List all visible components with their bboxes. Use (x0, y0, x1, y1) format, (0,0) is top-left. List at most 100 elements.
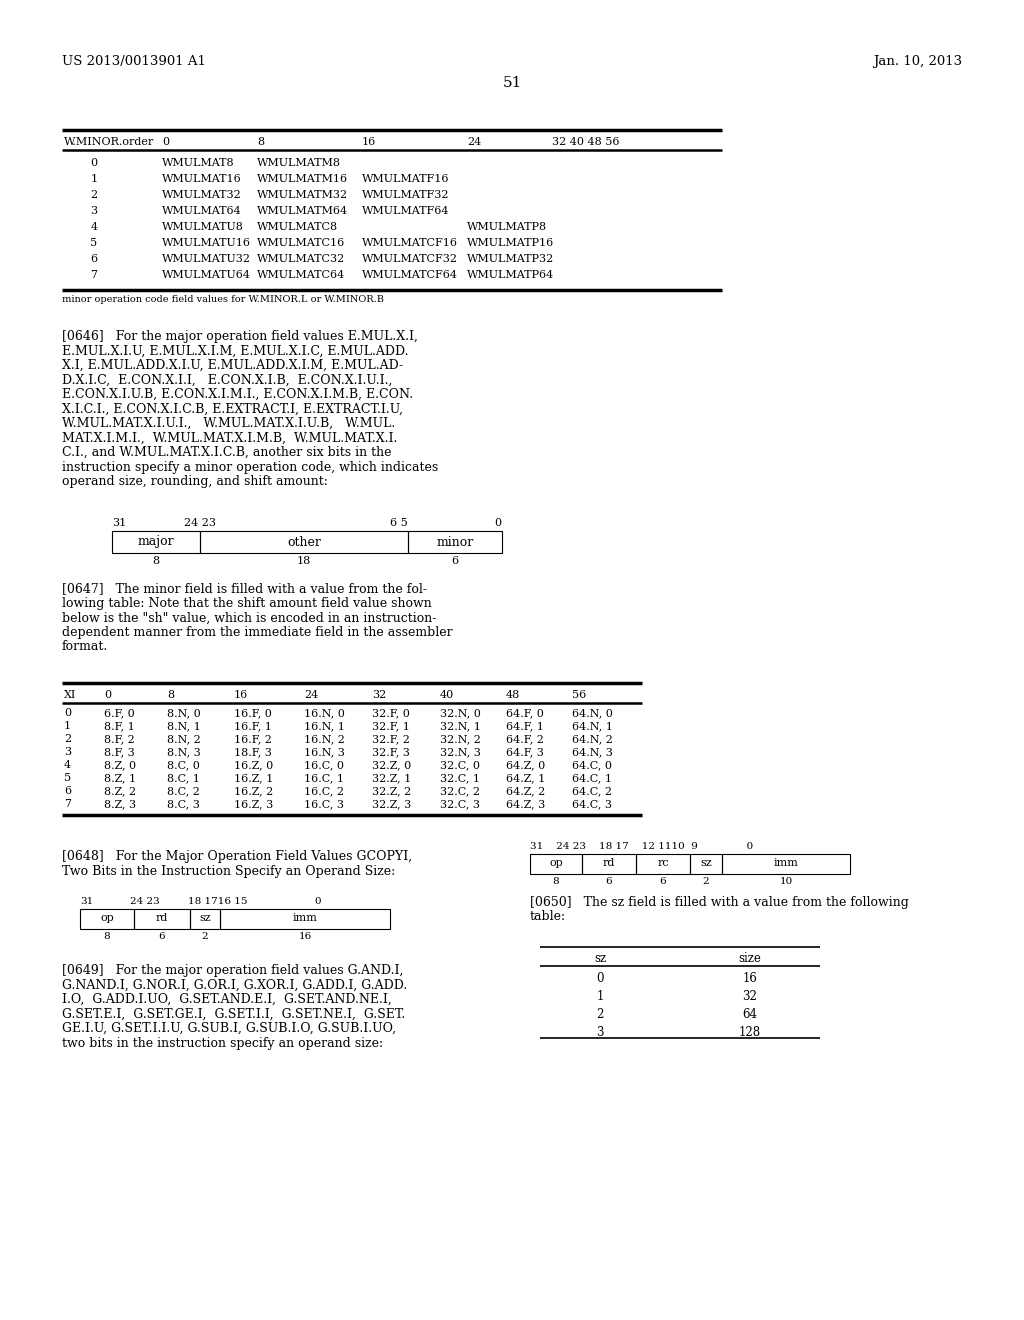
Text: 32.Z, 0: 32.Z, 0 (372, 760, 412, 770)
Text: WMULMATP8: WMULMATP8 (467, 222, 547, 232)
Text: 32.F, 0: 32.F, 0 (372, 708, 410, 718)
Text: X.I, E.MUL.ADD.X.I.U, E.MUL.ADD.X.I.M, E.MUL.AD-: X.I, E.MUL.ADD.X.I.U, E.MUL.ADD.X.I.M, E… (62, 359, 403, 372)
Text: G.NAND.I, G.NOR.I, G.OR.I, G.XOR.I, G.ADD.I, G.ADD.: G.NAND.I, G.NOR.I, G.OR.I, G.XOR.I, G.AD… (62, 978, 408, 991)
Text: 0: 0 (596, 972, 604, 985)
Bar (190, 909, 220, 929)
Text: 16.C, 2: 16.C, 2 (304, 785, 344, 796)
Text: WMULMATM16: WMULMATM16 (257, 174, 348, 183)
Text: 8.F, 1: 8.F, 1 (104, 721, 135, 731)
Text: 8: 8 (153, 556, 160, 565)
Text: 16.N, 0: 16.N, 0 (304, 708, 345, 718)
Text: D.X.I.C,  E.CON.X.I.I,   E.CON.X.I.B,  E.CON.X.I.U.I.,: D.X.I.C, E.CON.X.I.I, E.CON.X.I.B, E.CON… (62, 374, 392, 387)
Text: C.I., and W.MUL.MAT.X.I.C.B, another six bits in the: C.I., and W.MUL.MAT.X.I.C.B, another six… (62, 446, 391, 459)
Text: 8.Z, 2: 8.Z, 2 (104, 785, 136, 796)
Text: WMULMATF32: WMULMATF32 (362, 190, 450, 201)
Bar (636, 854, 690, 874)
Text: 4: 4 (63, 760, 71, 770)
Text: 2: 2 (596, 1008, 604, 1020)
Text: 16.N, 3: 16.N, 3 (304, 747, 345, 756)
Text: 8.C, 1: 8.C, 1 (167, 774, 200, 783)
Text: 16.N, 1: 16.N, 1 (304, 721, 345, 731)
Text: WMULMATM32: WMULMATM32 (257, 190, 348, 201)
Bar (200, 531, 408, 553)
Text: WMULMATF16: WMULMATF16 (362, 174, 450, 183)
Text: 32.C, 3: 32.C, 3 (440, 799, 480, 809)
Text: [0648]   For the Major Operation Field Values GCOPYI,: [0648] For the Major Operation Field Val… (62, 850, 412, 863)
Text: 2: 2 (90, 190, 97, 201)
Text: 16.F, 0: 16.F, 0 (234, 708, 272, 718)
Text: 2: 2 (702, 876, 710, 886)
Text: WMULMAT64: WMULMAT64 (162, 206, 242, 216)
Text: 16: 16 (234, 690, 248, 700)
Text: 16: 16 (298, 932, 311, 941)
Text: operand size, rounding, and shift amount:: operand size, rounding, and shift amount… (62, 475, 328, 488)
Text: MAT.X.I.M.I.,  W.MUL.MAT.X.I.M.B,  W.MUL.MAT.X.I.: MAT.X.I.M.I., W.MUL.MAT.X.I.M.B, W.MUL.M… (62, 432, 397, 445)
Text: 16.Z, 2: 16.Z, 2 (234, 785, 273, 796)
Text: 16.Z, 1: 16.Z, 1 (234, 774, 273, 783)
Text: 8.N, 0: 8.N, 0 (167, 708, 201, 718)
Text: 6.F, 0: 6.F, 0 (104, 708, 135, 718)
Text: 128: 128 (739, 1026, 761, 1039)
Text: 8.C, 3: 8.C, 3 (167, 799, 200, 809)
Text: 7: 7 (63, 799, 71, 809)
Bar (690, 854, 722, 874)
Text: 18.F, 3: 18.F, 3 (234, 747, 272, 756)
Text: WMULMAT16: WMULMAT16 (162, 174, 242, 183)
Text: 64.N, 3: 64.N, 3 (572, 747, 613, 756)
Text: US 2013/0013901 A1: US 2013/0013901 A1 (62, 55, 206, 69)
Text: minor operation code field values for W.MINOR.L or W.MINOR.B: minor operation code field values for W.… (62, 294, 384, 304)
Text: X.I.C.I., E.CON.X.I.C.B, E.EXTRACT.I, E.EXTRACT.I.U,: X.I.C.I., E.CON.X.I.C.B, E.EXTRACT.I, E.… (62, 403, 403, 416)
Text: 64.C, 0: 64.C, 0 (572, 760, 612, 770)
Text: 64.N, 0: 64.N, 0 (572, 708, 613, 718)
Text: GE.I.U, G.SET.I.I.U, G.SUB.I, G.SUB.I.O, G.SUB.I.UO,: GE.I.U, G.SET.I.I.U, G.SUB.I, G.SUB.I.O,… (62, 1022, 396, 1035)
Text: 32.Z, 1: 32.Z, 1 (372, 774, 412, 783)
Text: 32.F, 2: 32.F, 2 (372, 734, 410, 744)
Text: 8.C, 2: 8.C, 2 (167, 785, 200, 796)
Text: 32.Z, 3: 32.Z, 3 (372, 799, 412, 809)
Text: WMULMATCF64: WMULMATCF64 (362, 271, 458, 280)
Text: 0: 0 (162, 137, 169, 147)
Text: 5: 5 (63, 774, 71, 783)
Text: 8.N, 1: 8.N, 1 (167, 721, 201, 731)
Text: WMULMATU32: WMULMATU32 (162, 253, 251, 264)
Text: op: op (549, 858, 563, 869)
Bar (408, 531, 502, 553)
Text: 5: 5 (90, 238, 97, 248)
Text: 51: 51 (503, 77, 521, 90)
Text: 3: 3 (63, 747, 71, 756)
Text: imm: imm (773, 858, 799, 869)
Text: 16: 16 (362, 137, 376, 147)
Text: 24 23: 24 23 (130, 898, 160, 906)
Text: 7: 7 (90, 271, 97, 280)
Text: 8.F, 3: 8.F, 3 (104, 747, 135, 756)
Text: size: size (738, 952, 762, 965)
Text: 64.Z, 3: 64.Z, 3 (506, 799, 545, 809)
Text: 8.F, 2: 8.F, 2 (104, 734, 135, 744)
Text: 8.C, 0: 8.C, 0 (167, 760, 200, 770)
Text: WMULMATC32: WMULMATC32 (257, 253, 345, 264)
Text: sz: sz (594, 952, 606, 965)
Text: 64.F, 1: 64.F, 1 (506, 721, 544, 731)
Text: 8.Z, 3: 8.Z, 3 (104, 799, 136, 809)
Text: lowing table: Note that the shift amount field value shown: lowing table: Note that the shift amount… (62, 597, 432, 610)
Text: 8.Z, 1: 8.Z, 1 (104, 774, 136, 783)
Text: 16.C, 3: 16.C, 3 (304, 799, 344, 809)
Bar (80, 909, 134, 929)
Text: 32.N, 1: 32.N, 1 (440, 721, 481, 731)
Text: instruction specify a minor operation code, which indicates: instruction specify a minor operation co… (62, 461, 438, 474)
Text: 64.F, 3: 64.F, 3 (506, 747, 544, 756)
Text: XI: XI (63, 690, 77, 700)
Text: 64.N, 1: 64.N, 1 (572, 721, 613, 731)
Text: Jan. 10, 2013: Jan. 10, 2013 (872, 55, 962, 69)
Text: two bits in the instruction specify an operand size:: two bits in the instruction specify an o… (62, 1036, 383, 1049)
Text: 32: 32 (372, 690, 386, 700)
Text: WMULMAT8: WMULMAT8 (162, 158, 234, 168)
Text: WMULMATU16: WMULMATU16 (162, 238, 251, 248)
Text: format.: format. (62, 640, 109, 653)
Text: 16.F, 1: 16.F, 1 (234, 721, 272, 731)
Text: E.MUL.X.I.U, E.MUL.X.I.M, E.MUL.X.I.C, E.MUL.ADD.: E.MUL.X.I.U, E.MUL.X.I.M, E.MUL.X.I.C, E… (62, 345, 409, 358)
Text: 0: 0 (63, 708, 71, 718)
Text: 32.N, 3: 32.N, 3 (440, 747, 481, 756)
Text: 64: 64 (742, 1008, 758, 1020)
Text: 32 40 48 56: 32 40 48 56 (552, 137, 620, 147)
